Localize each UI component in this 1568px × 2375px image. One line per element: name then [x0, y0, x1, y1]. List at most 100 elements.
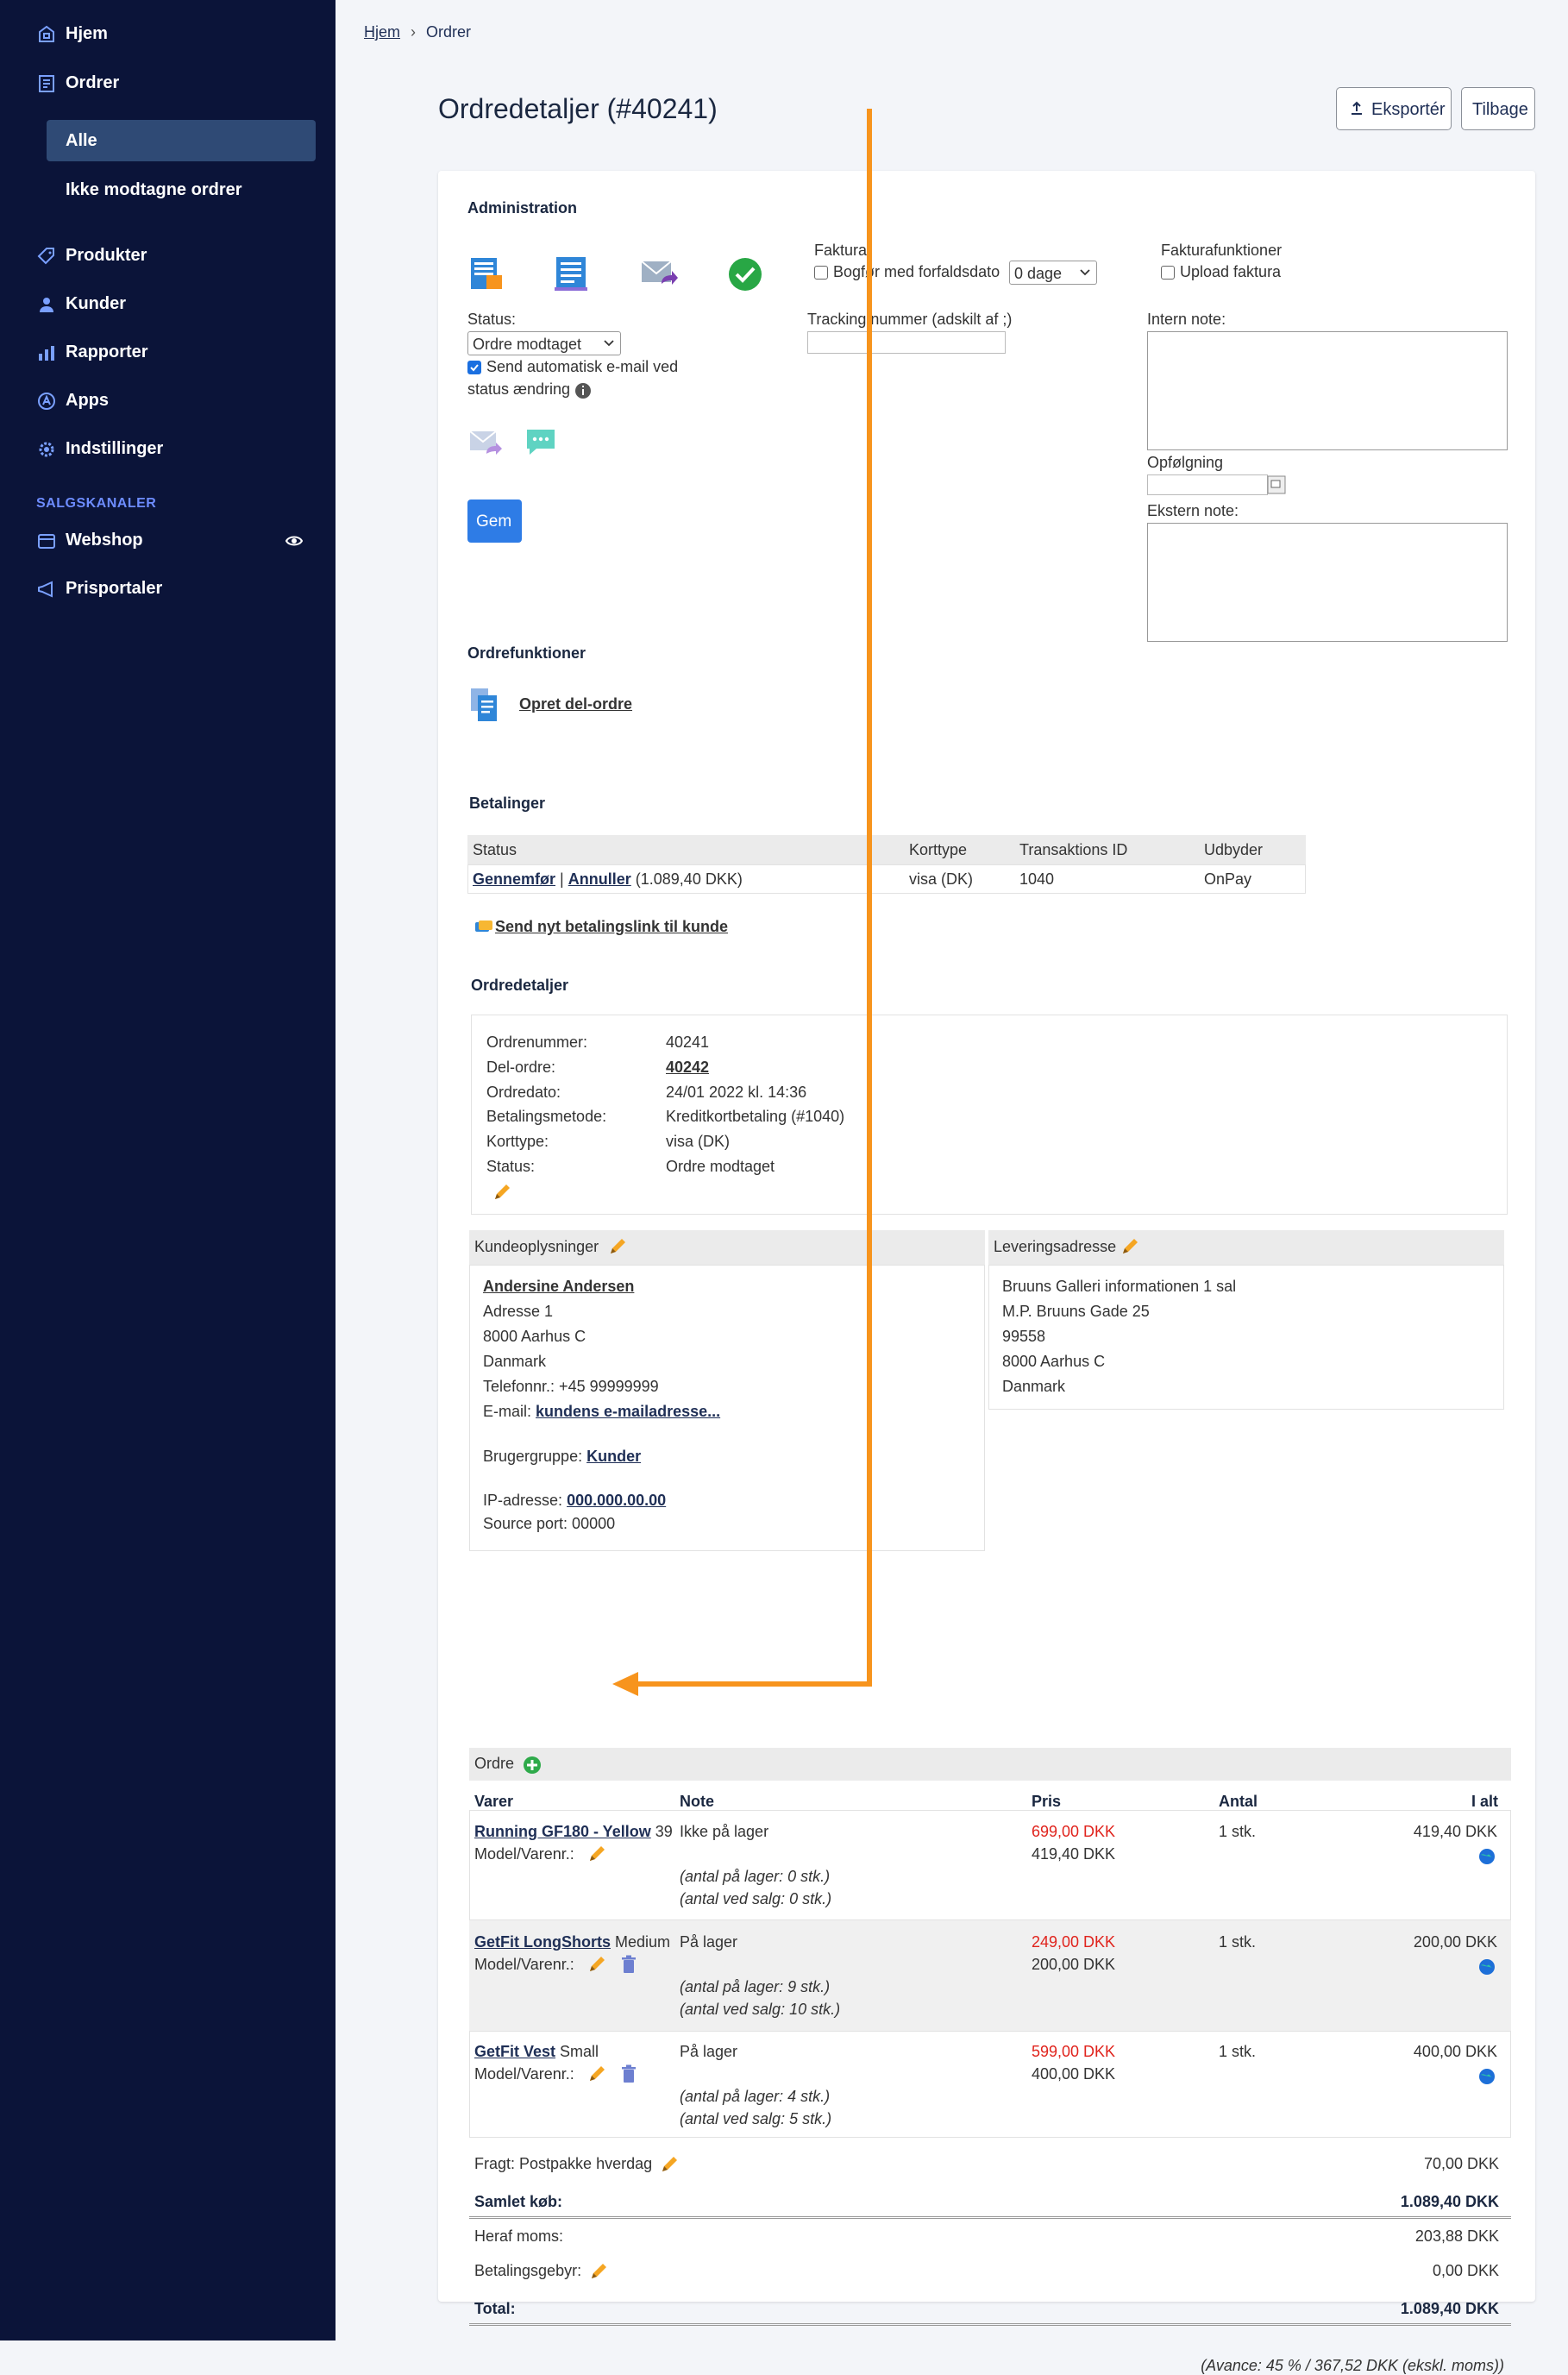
pencil-icon[interactable] — [492, 1182, 512, 1203]
sidebar-item-produkter[interactable]: Produkter — [0, 235, 336, 278]
customer-group-link[interactable]: Kunder — [586, 1448, 642, 1465]
item-variant: Small — [560, 2043, 599, 2060]
item-name-link[interactable]: GetFit Vest — [474, 2043, 556, 2060]
followup-date-input[interactable] — [1147, 474, 1268, 495]
sidebar-item-ordrer[interactable]: Ordrer — [0, 62, 336, 105]
total-value: 1.089,40 DKK — [1400, 2300, 1499, 2317]
upload-invoice-checkbox[interactable] — [1161, 266, 1175, 280]
email-resend-icon[interactable] — [467, 426, 504, 459]
create-suborder-link[interactable]: Opret del-ordre — [519, 695, 633, 713]
sidebar-item-indstillinger[interactable]: Indstillinger — [0, 428, 336, 471]
trash-icon[interactable] — [621, 1955, 637, 1974]
cancel-payment-link[interactable]: Annuller — [568, 870, 631, 888]
email-forward-icon[interactable] — [639, 254, 679, 292]
bogfor-checkbox[interactable] — [814, 266, 828, 280]
checkmark-icon[interactable] — [728, 257, 762, 292]
trash-icon[interactable] — [621, 2064, 637, 2083]
intern-note-textarea[interactable] — [1147, 331, 1508, 450]
back-button-label: Tilbage — [1472, 100, 1528, 119]
capture-payment-link[interactable]: Gennemfør — [473, 870, 556, 888]
payments-col-status: Status — [473, 841, 517, 858]
split-order-icon[interactable] — [469, 687, 500, 723]
external-note-textarea[interactable] — [1147, 523, 1508, 642]
pencil-icon[interactable] — [607, 1236, 628, 1257]
auto-email-checkbox[interactable] — [467, 361, 481, 374]
chevron-down-icon — [604, 340, 614, 347]
send-payment-link[interactable]: Send nyt betalingslink til kunde — [495, 918, 729, 935]
pencil-icon[interactable] — [588, 2261, 609, 2282]
item-name-link[interactable]: GetFit LongShorts — [474, 1933, 611, 1951]
sidebar-item-rapporter[interactable]: Rapporter — [0, 331, 336, 374]
detail-order-date: 24/01 2022 kl. 14:36 — [666, 1084, 807, 1101]
sidebar-item-kunder[interactable]: Kunder — [0, 283, 336, 326]
sidebar-item-webshop[interactable]: Webshop — [0, 519, 336, 562]
upload-icon — [1352, 101, 1362, 115]
item-price: 200,00 DKK — [1032, 1956, 1116, 1973]
fee-label: Betalingsgebyr: — [474, 2262, 582, 2279]
fee-value: 0,00 DKK — [1432, 2262, 1499, 2279]
credit-card-icon — [475, 920, 492, 932]
document-icon[interactable] — [553, 254, 591, 292]
invoice-print-icon[interactable] — [467, 254, 505, 292]
item-sale: (antal ved salg: 5 stk.) — [680, 2110, 832, 2127]
eye-icon[interactable] — [285, 533, 303, 549]
sidebar-item-label: Webshop — [66, 531, 143, 550]
customer-ip-link[interactable]: 000.000.00.00 — [567, 1492, 667, 1509]
customer-email-link[interactable]: kundens e-mailadresse... — [536, 1403, 721, 1420]
info-icon[interactable] — [574, 382, 592, 399]
subtotal-label: Samlet køb: — [474, 2193, 563, 2210]
tracking-input[interactable] — [807, 331, 1006, 354]
sms-icon[interactable] — [524, 426, 557, 457]
delivery-line: Bruuns Galleri informationen 1 sal — [1002, 1278, 1237, 1295]
add-item-icon[interactable] — [523, 1756, 542, 1775]
breadcrumb: Hjem › Ordrer — [364, 23, 471, 41]
pencil-icon[interactable] — [586, 2064, 607, 2084]
bar-chart-icon — [39, 346, 54, 361]
delivery-box — [988, 1265, 1504, 1410]
payment-amount: (1.089,40 DKK) — [635, 870, 743, 888]
order-functions-heading: Ordrefunktioner — [467, 644, 586, 662]
due-days-select[interactable]: 0 dage — [1009, 261, 1097, 285]
sidebar-subitem-label: Alle — [66, 131, 97, 150]
pencil-icon[interactable] — [586, 1844, 607, 1864]
detail-suborder-link[interactable]: 40242 — [666, 1059, 710, 1076]
item-quantity: 1 stk. — [1219, 1823, 1257, 1840]
pencil-icon[interactable] — [586, 1954, 607, 1975]
pencil-icon[interactable] — [659, 2154, 680, 2175]
breadcrumb-home-link[interactable]: Hjem — [364, 23, 401, 41]
col-pris: Pris — [1032, 1793, 1062, 1810]
detail-card-type: visa (DK) — [666, 1133, 731, 1150]
order-item-row — [469, 2031, 1511, 2138]
save-button[interactable]: Gem — [467, 500, 522, 543]
back-button[interactable]: Tilbage — [1461, 87, 1535, 130]
sidebar-item-hjem[interactable]: Hjem — [0, 13, 336, 56]
detail-label: Korttype: — [486, 1133, 549, 1150]
item-variant: 39 — [655, 1823, 673, 1840]
margin-note: (Avance: 45 % / 367,52 DKK (ekskl. moms)… — [1201, 2357, 1504, 2374]
customer-name-link[interactable]: Andersine Andersen — [483, 1278, 635, 1295]
faktura-label: Faktura: — [814, 242, 872, 259]
delivery-line: 8000 Aarhus C — [1002, 1353, 1106, 1370]
sidebar-item-prisportaler[interactable]: Prisportaler — [0, 568, 336, 611]
payments-col-provider: Udbyder — [1204, 841, 1264, 858]
sidebar-subitem-alle[interactable]: Alle — [47, 120, 316, 161]
delivery-line: M.P. Bruuns Gade 25 — [1002, 1303, 1150, 1320]
payment-status-cell: Gennemfør | Annuller (1.089,40 DKK) — [473, 870, 743, 889]
payments-col-txid: Transaktions ID — [1019, 841, 1128, 858]
page-title: Ordredetaljer (#40241) — [438, 93, 718, 124]
item-total: 400,00 DKK — [1413, 2043, 1497, 2060]
external-note-label: Ekstern note: — [1147, 502, 1239, 519]
sidebar-subitem-ikke-modtagne[interactable]: Ikke modtagne ordrer — [47, 169, 316, 210]
sidebar-subitem-label: Ikke modtagne ordrer — [66, 180, 242, 199]
calendar-icon[interactable] — [1267, 475, 1286, 494]
details-box — [471, 1015, 1508, 1215]
export-button[interactable]: Eksportér — [1336, 87, 1452, 130]
globe-icon — [1479, 1959, 1495, 1975]
status-select[interactable]: Ordre modtaget — [467, 331, 621, 355]
auto-email-label: Send automatisk e-mail ved — [486, 358, 679, 375]
item-name-link[interactable]: Running GF180 - Yellow — [474, 1823, 651, 1840]
sidebar-item-apps[interactable]: Apps — [0, 380, 336, 423]
payments-row — [467, 864, 1306, 894]
admin-heading: Administration — [467, 199, 578, 217]
pencil-icon[interactable] — [1120, 1236, 1140, 1257]
